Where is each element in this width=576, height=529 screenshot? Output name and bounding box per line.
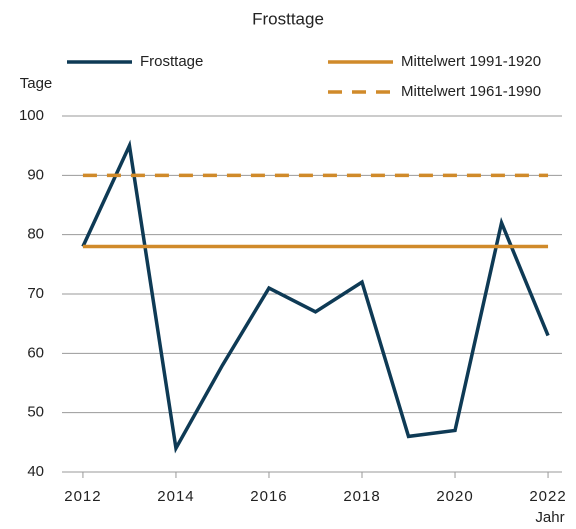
y-tick-label: 100 xyxy=(19,107,44,124)
x-tick-label: 2020 xyxy=(436,488,473,505)
x-axis-label: Jahr xyxy=(535,509,564,526)
y-axis-label: Tage xyxy=(20,75,53,92)
y-tick-label: 50 xyxy=(27,404,44,421)
chart-title: Frosttage xyxy=(252,9,324,28)
legend-label: Mittelwert 1961-1990 xyxy=(401,83,541,100)
y-tick-label: 40 xyxy=(27,463,44,480)
y-tick-label: 90 xyxy=(27,166,44,183)
x-tick-label: 2022 xyxy=(529,488,566,505)
x-tick-label: 2018 xyxy=(343,488,380,505)
y-tick-label: 60 xyxy=(27,344,44,361)
legend-label: Frosttage xyxy=(140,53,203,70)
x-tick-label: 2014 xyxy=(157,488,194,505)
series-line xyxy=(81,139,550,454)
y-tick-label: 70 xyxy=(27,285,44,302)
y-tick-label: 80 xyxy=(27,226,44,243)
legend-label: Mittelwert 1991-1920 xyxy=(401,53,541,70)
x-tick-label: 2012 xyxy=(64,488,101,505)
x-tick-label: 2016 xyxy=(250,488,287,505)
